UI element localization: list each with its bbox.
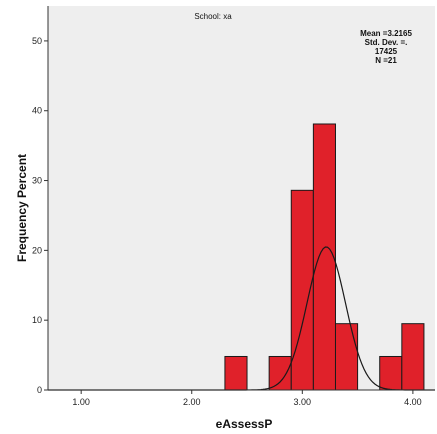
y-axis-title: Frequency Percent [15, 154, 29, 262]
y-tick-label: 40 [32, 106, 42, 116]
y-axis: 0 10 20 30 40 50 [32, 36, 48, 395]
histogram-bars [224, 123, 425, 391]
histogram-bar [379, 355, 403, 391]
histogram-bar [312, 123, 336, 391]
histogram-bar [268, 355, 292, 391]
x-tick-label: 3.00 [294, 397, 312, 407]
histogram-bar [334, 323, 359, 391]
histogram-bar [401, 323, 425, 391]
y-tick-label: 20 [32, 245, 42, 255]
stats-line: 17425 [375, 47, 398, 56]
x-tick-label: 2.00 [183, 397, 201, 407]
stats-line: Mean =3.2165 [360, 29, 412, 38]
plot-area [48, 6, 435, 390]
y-tick-label: 10 [32, 315, 42, 325]
x-tick-label: 4.00 [404, 397, 422, 407]
stats-line: Std. Dev. =. [365, 38, 408, 47]
stats-line: N =21 [375, 56, 397, 65]
panel-label: School: xa [194, 12, 232, 21]
histogram-bar [224, 355, 248, 391]
y-tick-label: 0 [37, 385, 42, 395]
x-tick-label: 1.00 [72, 397, 90, 407]
y-tick-label: 50 [32, 36, 42, 46]
y-tick-label: 30 [32, 176, 42, 186]
x-axis-title: eAssessP [216, 417, 273, 431]
x-axis: 1.00 2.00 3.00 4.00 [72, 390, 422, 407]
